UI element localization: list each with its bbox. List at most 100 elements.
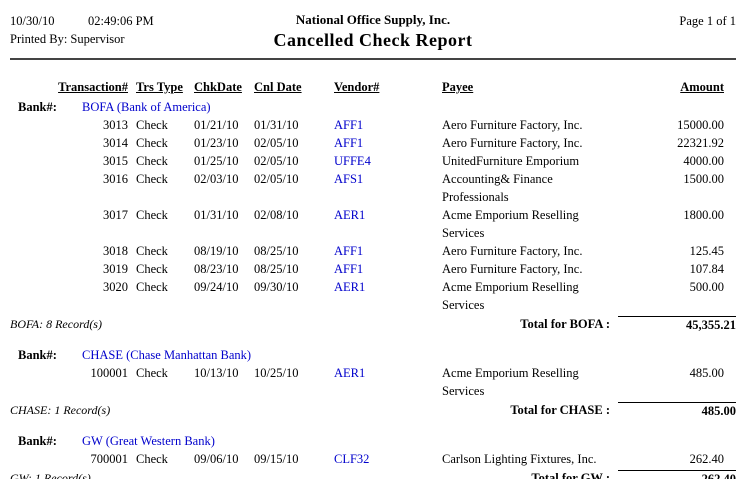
payee-name: Aero Furniture Factory, Inc.	[442, 136, 583, 150]
bank-number-label: Bank#:	[18, 100, 57, 114]
printed-by: Printed By: Supervisor	[10, 32, 125, 46]
transaction-number: 700001	[90, 452, 129, 466]
bank-name-link[interactable]: BOFA (Bank of America)	[82, 100, 211, 114]
check-amount: 485.00	[689, 366, 724, 380]
check-amount: 22321.92	[677, 136, 724, 150]
cancel-date: 08/25/10	[254, 262, 299, 276]
check-row: 3014 Check 01/23/10 02/05/10 AFF1 Aero F…	[10, 134, 736, 152]
bank-section: Bank#: CHASE (Chase Manhattan Bank) 1000…	[10, 346, 736, 420]
check-date: 09/06/10	[194, 452, 239, 466]
transaction-number: 3019	[103, 262, 128, 276]
payee-name: Carlson Lighting Fixtures, Inc.	[442, 452, 597, 466]
payee-name: Accounting& Finance Professionals	[442, 172, 553, 204]
cancel-date: 09/30/10	[254, 280, 299, 294]
check-row: 3015 Check 01/25/10 02/05/10 UFFE4 Unite…	[10, 152, 736, 170]
check-date: 01/23/10	[194, 136, 239, 150]
check-amount: 107.84	[689, 262, 724, 276]
column-header-amount: Amount	[680, 80, 724, 94]
cancel-date: 01/31/10	[254, 118, 299, 132]
trs-type: Check	[136, 154, 168, 168]
check-rows: 3013 Check 01/21/10 01/31/10 AFF1 Aero F…	[10, 116, 736, 314]
check-amount: 4000.00	[683, 154, 724, 168]
trs-type: Check	[136, 262, 168, 276]
check-row: 700001 Check 09/06/10 09/15/10 CLF32 Car…	[10, 450, 736, 468]
bank-record-count: GW: 1 Record(s)	[10, 471, 91, 479]
payee-name: Acme Emporium Reselling Services	[442, 280, 579, 312]
transaction-number: 3013	[103, 118, 128, 132]
bank-total-amount: 485.00	[618, 402, 736, 420]
trs-type: Check	[136, 118, 168, 132]
check-date: 09/24/10	[194, 280, 239, 294]
print-date: 10/30/10	[10, 14, 55, 28]
cancel-date: 02/05/10	[254, 172, 299, 186]
check-row: 3018 Check 08/19/10 08/25/10 AFF1 Aero F…	[10, 242, 736, 260]
payee-name: Aero Furniture Factory, Inc.	[442, 262, 583, 276]
cancel-date: 10/25/10	[254, 366, 299, 380]
bank-total-label: Total for CHASE :	[510, 403, 610, 417]
column-header-trs-type: Trs Type	[136, 80, 183, 94]
column-header-chk-date: ChkDate	[194, 80, 242, 94]
payee-name: UnitedFurniture Emporium	[442, 154, 580, 168]
check-row: 3019 Check 08/23/10 08/25/10 AFF1 Aero F…	[10, 260, 736, 278]
vendor-link[interactable]: AFS1	[334, 172, 364, 186]
trs-type: Check	[136, 452, 168, 466]
vendor-link[interactable]: UFFE4	[334, 154, 371, 168]
trs-type: Check	[136, 172, 168, 186]
check-row: 100001 Check 10/13/10 10/25/10 AER1 Acme…	[10, 364, 736, 400]
transaction-number: 3015	[103, 154, 128, 168]
check-amount: 500.00	[689, 280, 724, 294]
transaction-number: 3020	[103, 280, 128, 294]
payee-name: Acme Emporium Reselling Services	[442, 366, 579, 398]
column-header-cnl-date: Cnl Date	[254, 80, 302, 94]
header-divider	[10, 58, 736, 60]
vendor-link[interactable]: AER1	[334, 366, 366, 380]
payee-name: Aero Furniture Factory, Inc.	[442, 244, 583, 258]
trs-type: Check	[136, 366, 168, 380]
check-amount: 15000.00	[677, 118, 724, 132]
report-body: Bank#: BOFA (Bank of America) 3013 Check…	[10, 98, 736, 479]
bank-number-label: Bank#:	[18, 434, 57, 448]
vendor-link[interactable]: AFF1	[334, 262, 364, 276]
check-row: 3017 Check 01/31/10 02/08/10 AER1 Acme E…	[10, 206, 736, 242]
bank-number-label: Bank#:	[18, 348, 57, 362]
trs-type: Check	[136, 280, 168, 294]
check-rows: 100001 Check 10/13/10 10/25/10 AER1 Acme…	[10, 364, 736, 400]
trs-type: Check	[136, 208, 168, 222]
vendor-link[interactable]: AER1	[334, 280, 366, 294]
check-row: 3020 Check 09/24/10 09/30/10 AER1 Acme E…	[10, 278, 736, 314]
check-amount: 1800.00	[683, 208, 724, 222]
report-header: 10/30/10 02:49:06 PM National Office Sup…	[10, 10, 736, 56]
trs-type: Check	[136, 136, 168, 150]
check-amount: 262.40	[689, 452, 724, 466]
cancel-date: 02/05/10	[254, 154, 299, 168]
bank-record-count: CHASE: 1 Record(s)	[10, 403, 111, 417]
column-header-vendor: Vendor#	[334, 80, 380, 94]
bank-record-count: BOFA: 8 Record(s)	[10, 317, 102, 331]
bank-total-label: Total for BOFA :	[520, 317, 610, 331]
bank-total-amount: 262.40	[618, 470, 736, 479]
check-date: 01/31/10	[194, 208, 239, 222]
check-date: 01/25/10	[194, 154, 239, 168]
transaction-number: 100001	[90, 366, 129, 380]
vendor-link[interactable]: CLF32	[334, 452, 370, 466]
check-rows: 700001 Check 09/06/10 09/15/10 CLF32 Car…	[10, 450, 736, 468]
vendor-link[interactable]: AFF1	[334, 118, 364, 132]
vendor-link[interactable]: AFF1	[334, 136, 364, 150]
check-amount: 1500.00	[683, 172, 724, 186]
payee-name: Acme Emporium Reselling Services	[442, 208, 579, 240]
transaction-number: 3017	[103, 208, 128, 222]
check-date: 02/03/10	[194, 172, 239, 186]
payee-name: Aero Furniture Factory, Inc.	[442, 118, 583, 132]
check-date: 08/19/10	[194, 244, 239, 258]
vendor-link[interactable]: AER1	[334, 208, 366, 222]
bank-name-link[interactable]: CHASE (Chase Manhattan Bank)	[82, 348, 252, 362]
transaction-number: 3018	[103, 244, 128, 258]
vendor-link[interactable]: AFF1	[334, 244, 364, 258]
bank-total-label: Total for GW :	[531, 471, 610, 479]
cancel-date: 02/05/10	[254, 136, 299, 150]
transaction-number: 3014	[103, 136, 128, 150]
bank-name-link[interactable]: GW (Great Western Bank)	[82, 434, 215, 448]
check-row: 3016 Check 02/03/10 02/05/10 AFS1 Accoun…	[10, 170, 736, 206]
report-title: Cancelled Check Report	[273, 30, 473, 50]
